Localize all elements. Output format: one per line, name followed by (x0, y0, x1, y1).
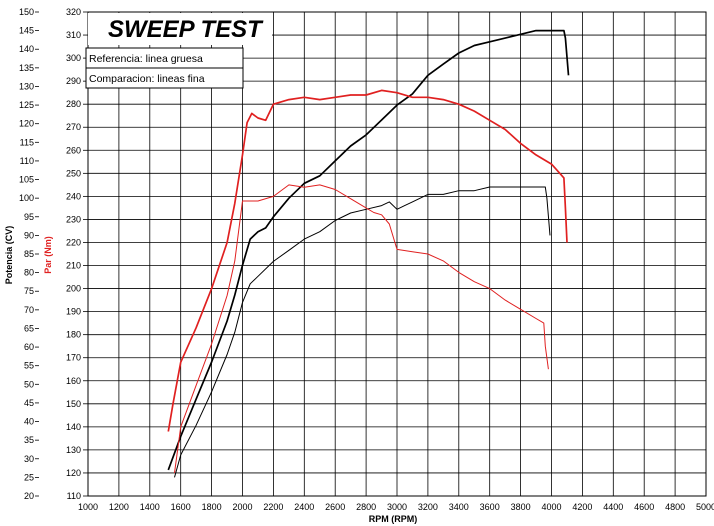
power-tick-label: 75 (24, 286, 34, 296)
torque-tick-label: 110 (67, 491, 81, 501)
power-tick-label: 80 (24, 268, 34, 278)
legend: Referencia: linea gruesa Comparacion: li… (85, 47, 244, 89)
torque-reference-line (167, 89, 568, 432)
x-tick-label: 5000 (696, 502, 714, 512)
power-tick-label: 95 (24, 212, 34, 222)
power-tick-label: 35 (24, 435, 34, 445)
x-tick-label: 4200 (572, 502, 592, 512)
x-tick-label: 1200 (109, 502, 129, 512)
torque-tick-label: 200 (66, 284, 81, 294)
left-axis-label: Potencia (CV) (4, 226, 14, 285)
torque-tick-label: 230 (66, 214, 81, 224)
torque-tick-label: 310 (66, 30, 81, 40)
torque-tick-label: 260 (66, 145, 81, 155)
torque-tick-label: 300 (66, 53, 81, 63)
x-tick-label: 2000 (232, 502, 252, 512)
chart-title: SWEEP TEST (108, 16, 264, 43)
torque-tick-label: 210 (66, 261, 81, 271)
x-tick-label: 1000 (78, 502, 98, 512)
axes: 1000 1200 1400 1600 1800 2000 2200 2400 2600 2800… (19, 7, 714, 512)
legend-item-comparacion: Comparacion: lineas fina (89, 73, 205, 85)
x-tick-label: 3600 (480, 502, 500, 512)
x-axis-label: RPM (RPM) (369, 514, 418, 524)
torque-tick-label: 130 (66, 445, 81, 455)
legend-item-referencia: Referencia: linea gruesa (89, 53, 203, 65)
power-tick-label: 110 (20, 156, 34, 166)
torque-tick-label: 270 (66, 122, 81, 132)
power-tick-label: 65 (24, 323, 34, 333)
x-tick-label: 1800 (202, 502, 222, 512)
torque-comparison-line (174, 184, 549, 474)
power-tick-label: 125 (19, 100, 34, 110)
power-tick-label: 120 (19, 119, 34, 129)
power-tick-label: 25 (24, 472, 34, 482)
x-tick-label: 3000 (387, 502, 407, 512)
right-axis-label: Par (Nm) (43, 236, 53, 274)
torque-tick-label: 220 (66, 237, 81, 247)
torque-tick-label: 240 (66, 191, 81, 201)
power-tick-label: 45 (24, 398, 34, 408)
x-tick-label: 4400 (603, 502, 623, 512)
power-tick-label: 70 (24, 305, 34, 315)
grid (87, 11, 707, 497)
torque-tick-label: 120 (66, 468, 81, 478)
power-tick-label: 60 (24, 342, 34, 352)
x-tick-label: 3800 (511, 502, 531, 512)
power-tick-label: 140 (19, 44, 34, 54)
torque-tick-label: 180 (66, 330, 81, 340)
power-tick-label: 55 (24, 361, 34, 371)
power-tick-label: 30 (24, 454, 34, 464)
x-tick-label: 2600 (325, 502, 345, 512)
torque-tick-label: 290 (66, 76, 81, 86)
torque-tick-label: 170 (66, 353, 81, 363)
power-tick-label: 50 (24, 379, 34, 389)
x-tick-label: 1600 (171, 502, 191, 512)
x-tick-label: 2800 (356, 502, 376, 512)
power-comparison-line (174, 186, 551, 478)
x-tick-label: 4000 (541, 502, 561, 512)
x-tick-label: 3400 (449, 502, 469, 512)
power-tick-label: 100 (19, 193, 34, 203)
power-tick-label: 40 (24, 417, 34, 427)
x-tick-label: 2400 (294, 502, 314, 512)
torque-tick-label: 140 (66, 422, 81, 432)
x-tick-label: 2200 (263, 502, 283, 512)
power-tick-label: 85 (24, 249, 34, 259)
power-tick-label: 115 (20, 137, 34, 147)
power-tick-label: 20 (24, 491, 34, 501)
torque-tick-label: 190 (66, 307, 81, 317)
torque-tick-label: 280 (66, 99, 81, 109)
x-tick-label: 4800 (665, 502, 685, 512)
torque-tick-label: 250 (66, 168, 81, 178)
x-tick-label: 3200 (418, 502, 438, 512)
series-group (167, 29, 570, 478)
x-tick-label: 1400 (140, 502, 160, 512)
power-tick-label: 105 (19, 175, 34, 185)
power-tick-label: 135 (19, 63, 34, 73)
torque-tick-label: 320 (66, 7, 81, 17)
torque-tick-label: 160 (66, 376, 81, 386)
x-tick-label: 4600 (634, 502, 654, 512)
power-tick-label: 145 (19, 26, 34, 36)
power-tick-label: 150 (19, 7, 34, 17)
power-tick-label: 90 (24, 230, 34, 240)
torque-tick-label: 150 (66, 399, 81, 409)
power-reference-line (167, 29, 570, 471)
power-tick-label: 130 (19, 81, 34, 91)
title-box: SWEEP TEST (88, 13, 272, 45)
plot-frame (87, 11, 707, 497)
